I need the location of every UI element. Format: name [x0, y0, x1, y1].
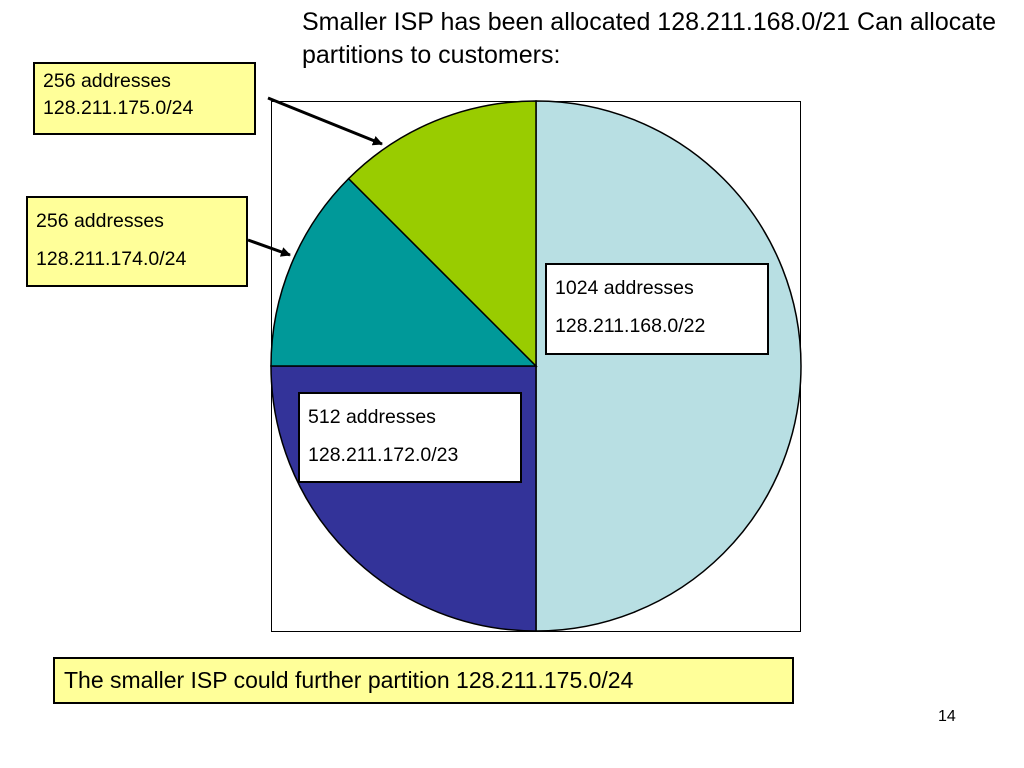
page-number: 14 — [938, 708, 956, 725]
pie-slice-256-2 — [270, 177, 538, 367]
pie-slice-256-3 — [347, 100, 537, 368]
slice-label-512: 512 addresses 128.211.172.0/23 — [298, 392, 522, 483]
callout-256-174-prefix: 128.211.174.0/24 — [36, 248, 187, 270]
pie-slice-1024-0 — [535, 100, 802, 632]
slice-label-512-count: 512 addresses — [308, 406, 436, 428]
slice-label-1024: 1024 addresses 128.211.168.0/22 — [545, 263, 769, 355]
callout-256-174: 256 addresses 128.211.174.0/24 — [26, 196, 248, 287]
callout-arrow-174 — [247, 238, 291, 257]
slice-label-1024-prefix: 128.211.168.0/22 — [555, 315, 706, 337]
slice-label-512-prefix: 128.211.172.0/23 — [308, 444, 459, 466]
slide-title: Smaller ISP has been allocated 128.211.1… — [302, 8, 997, 69]
callout-256-175-count: 256 addresses — [43, 70, 171, 92]
callout-256-175-prefix: 128.211.175.0/24 — [43, 97, 194, 119]
callout-256-174-count: 256 addresses — [36, 210, 164, 232]
callout-256-175: 256 addresses 128.211.175.0/24 — [33, 62, 256, 135]
callout-arrow-175 — [267, 96, 383, 146]
footer-note: The smaller ISP could further partition … — [53, 657, 794, 704]
slice-label-1024-count: 1024 addresses — [555, 277, 694, 299]
